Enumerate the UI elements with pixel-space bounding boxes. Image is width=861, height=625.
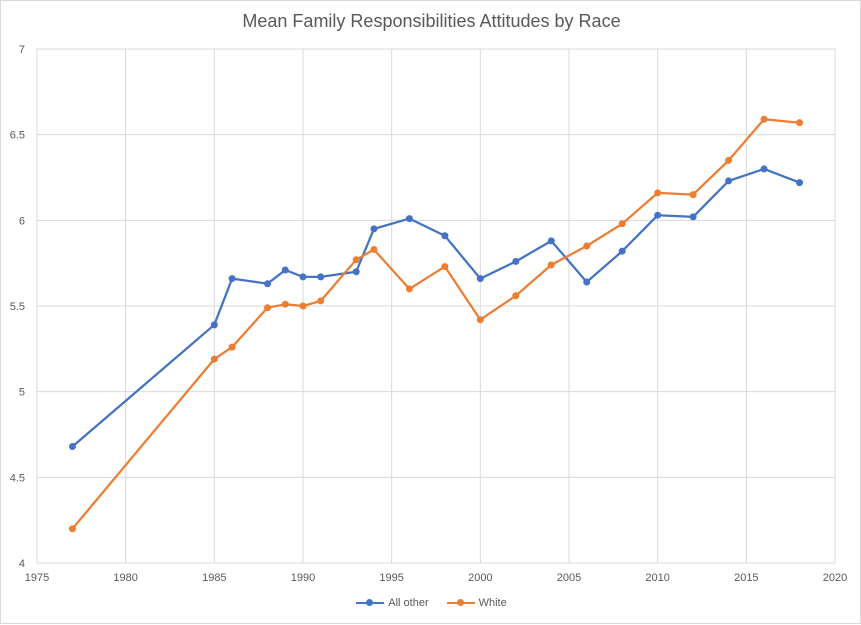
data-point-all-other [760, 165, 768, 173]
chart-title: Mean Family Responsibilities Attitudes b… [242, 11, 621, 31]
data-point-white [210, 355, 218, 363]
gridlines [36, 48, 836, 564]
series-line-white [71, 118, 800, 530]
data-point-white [796, 119, 804, 127]
series-markers [68, 115, 804, 533]
data-point-white [299, 302, 307, 310]
data-point-all-other [725, 177, 733, 185]
data-point-white [264, 304, 272, 312]
data-point-all-other [618, 247, 626, 255]
data-point-white [370, 245, 378, 253]
data-point-all-other [264, 280, 272, 288]
data-point-white [317, 297, 325, 305]
data-point-all-other [281, 266, 289, 274]
x-tick-label: 2015 [734, 572, 758, 584]
data-point-white [618, 220, 626, 228]
data-point-all-other [689, 213, 697, 221]
data-point-white [583, 242, 591, 250]
x-tick-label: 1985 [202, 572, 226, 584]
y-tick-label: 6 [19, 215, 25, 227]
data-point-all-other [476, 275, 484, 283]
data-point-white [441, 263, 449, 271]
series-line-all-other [71, 167, 800, 448]
y-axis-tick-labels: 4 4.5 5 5.5 6 6.5 7 [10, 44, 25, 570]
data-point-all-other [441, 232, 449, 240]
x-tick-label: 2005 [557, 572, 581, 584]
data-point-white [68, 525, 76, 533]
data-point-all-other [405, 215, 413, 223]
x-tick-label: 1995 [379, 572, 403, 584]
data-point-all-other [317, 273, 325, 281]
series-lines [71, 118, 800, 530]
legend-swatch-white [446, 598, 475, 608]
y-tick-label: 4.5 [10, 472, 25, 484]
x-tick-label: 2010 [645, 572, 669, 584]
data-point-all-other [583, 278, 591, 286]
y-tick-label: 5 [19, 387, 25, 399]
data-point-white [654, 189, 662, 197]
legend-item-all-other: All other [356, 597, 429, 609]
data-point-white [760, 115, 768, 123]
data-point-all-other [299, 273, 307, 281]
legend-item-white: White [446, 597, 507, 609]
data-point-all-other [370, 225, 378, 233]
x-tick-label: 2020 [823, 572, 847, 584]
data-point-white [725, 156, 733, 164]
data-point-all-other [352, 268, 360, 276]
data-point-white [281, 300, 289, 308]
data-point-white [228, 343, 236, 351]
data-point-all-other [210, 321, 218, 329]
data-point-all-other [512, 257, 520, 265]
legend: All other White [1, 597, 861, 609]
data-point-all-other [796, 179, 804, 187]
x-tick-label: 1975 [25, 572, 49, 584]
data-point-white [476, 316, 484, 324]
y-tick-label: 5.5 [10, 301, 25, 313]
data-point-white [547, 261, 555, 269]
x-tick-label: 2000 [468, 572, 492, 584]
data-point-white [405, 285, 413, 293]
y-tick-label: 7 [19, 44, 25, 56]
data-point-all-other [68, 442, 76, 450]
data-point-white [352, 256, 360, 264]
legend-swatch-all-other [356, 598, 385, 608]
x-axis-tick-labels: 1975 1980 1985 1990 1995 2000 2005 2010 2015 2020 [25, 572, 847, 584]
y-tick-label: 6.5 [10, 130, 25, 142]
x-tick-label: 1990 [291, 572, 315, 584]
data-point-all-other [228, 275, 236, 283]
legend-label-white: White [478, 597, 507, 609]
data-point-white [689, 191, 697, 199]
data-point-all-other [654, 211, 662, 219]
data-point-white [512, 292, 520, 300]
legend-label-all-other: All other [388, 597, 429, 609]
y-tick-label: 4 [19, 558, 25, 570]
x-tick-label: 1980 [113, 572, 137, 584]
data-point-all-other [547, 237, 555, 245]
